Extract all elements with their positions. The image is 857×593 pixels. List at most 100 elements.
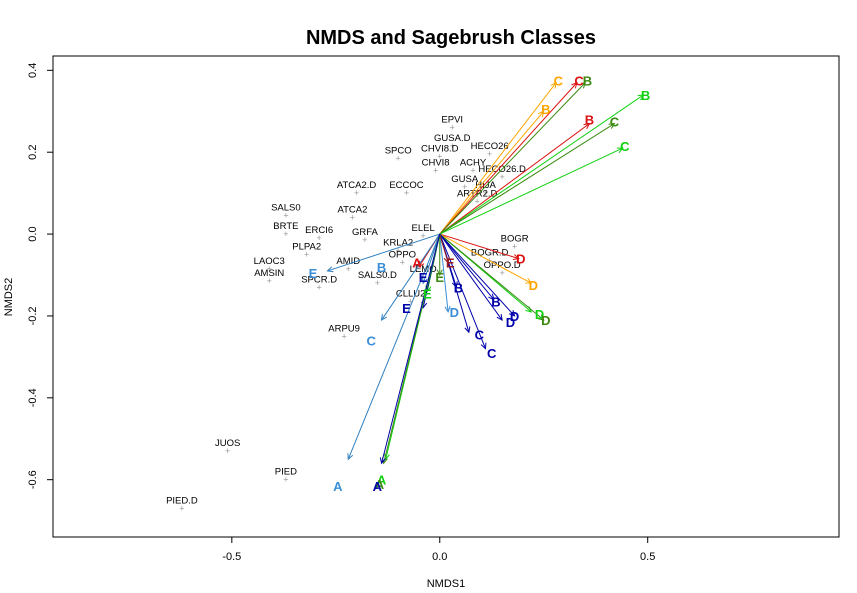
arrow-head [443,256,450,264]
class-label: E [423,286,432,301]
class-label: D [535,307,544,322]
species-point: + [225,446,230,456]
class-label: C [574,74,584,89]
species-label: ERCI6 [305,225,333,236]
x-tick-label: 0.0 [432,551,447,563]
species-label: AMID [336,256,360,267]
vector-arrow [439,233,532,284]
class-label: E [402,301,411,316]
vector-layer [326,81,645,465]
species-point: + [470,166,475,176]
arrow-head [537,314,545,321]
species-label: GUSA [451,174,479,185]
arrow-head [571,81,578,89]
x-axis-label: NMDS1 [427,578,466,590]
vector-arrow [381,233,441,464]
arrow-head [418,260,425,268]
species-point: + [500,172,505,182]
class-label: B [454,280,463,295]
class-label: A [333,479,343,494]
species-point: + [433,166,438,176]
class-label: C [487,346,497,361]
vector-arrow [439,123,590,235]
class-label: E [435,270,444,285]
class-label: D [529,278,538,293]
species-point: + [437,151,442,161]
arrow-head [451,281,458,289]
species-label: ECCOC [389,180,423,191]
species-label: SALS0.D [358,270,397,281]
vector-arrow [422,233,441,284]
vector-arrow [439,110,545,235]
class-label: E [446,256,455,271]
species-point: + [420,272,425,282]
chart-title: NMDS and Sagebrush Classes [306,27,596,49]
species-label: AMSIN [254,268,284,279]
species-point: + [512,241,517,251]
arrow-head [616,147,624,154]
species-label: EPVI [441,115,463,126]
class-label: C [554,74,564,89]
class-label: C [610,114,620,129]
species-point: + [420,231,425,241]
species-label: ARTR2.D [457,188,498,199]
species-point: + [396,153,401,163]
vector-arrow [439,233,519,260]
species-label: OPPO.D [484,260,521,271]
species-point: + [283,211,288,221]
vector-arrow [439,234,449,312]
vector-arrow [439,233,449,263]
species-label: KRLA2 [383,237,413,248]
vector-arrow [327,233,440,272]
species-point: + [450,123,455,133]
arrow-head [496,314,503,321]
class-label: B [541,102,550,117]
species-point: + [408,297,413,307]
class-label: C [475,327,485,342]
species-point: + [375,278,380,288]
vector-arrow [439,233,495,300]
vector-arrow [439,94,644,235]
y-axis: -0.6 -0.4 -0.2 0.0 0.2 0.4 [27,63,53,489]
species-point: + [341,331,346,341]
species-label: PIED [275,467,297,478]
y-tick-label: -0.4 [27,388,39,407]
species-label: LEMO [410,264,437,275]
species-point: + [483,188,488,198]
arrow-head [508,310,516,317]
species-layer: +EPVI+GUSA.D+SPCO +CHVI8.D +HECO26+CHVI8+A… [166,115,529,514]
species-point: + [500,268,505,278]
vector-arrow [381,233,441,321]
species-label: OPPO [389,250,416,261]
y-tick-label: 0.4 [27,63,39,78]
vector-arrow [439,233,515,317]
arrow-head [608,122,616,129]
arrow-head [550,81,557,89]
class-label: D [506,315,515,330]
species-point: + [362,235,367,245]
arrow-head [488,293,495,301]
species-point: + [317,233,322,243]
species-label: CLLU2 [396,289,426,300]
species-point: + [450,141,455,151]
species-point: + [354,188,359,198]
species-label: ELEL [412,223,435,234]
species-label: ARPU9 [328,323,360,334]
species-label: CHVI8.D [421,143,459,154]
class-label: E [309,266,318,281]
species-label: GUSA.D [434,133,471,144]
species-point: + [350,213,355,223]
vector-arrow [439,233,486,349]
species-point: + [283,229,288,239]
species-label: SALS0 [271,203,301,214]
class-label: A [377,473,387,488]
species-point: + [475,196,480,206]
species-point: + [462,182,467,192]
species-label: ACHY [460,158,487,169]
class-label: A [373,479,383,494]
arrow-head [421,277,428,285]
species-label: GRFA [352,227,379,238]
class-label: B [491,295,500,310]
vector-arrow [439,82,578,235]
vector-arrow [439,233,545,321]
